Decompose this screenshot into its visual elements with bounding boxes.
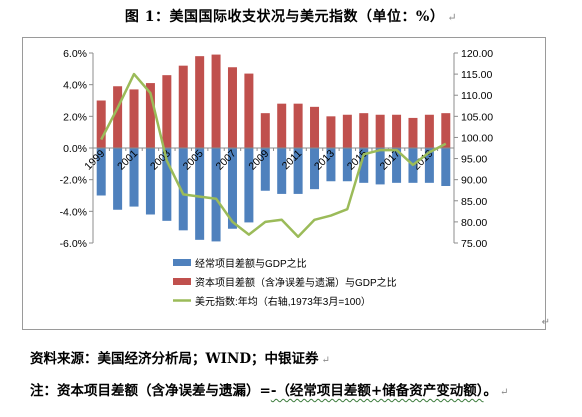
y-tick-label-right: 105.00 — [461, 111, 493, 123]
bar-current-account — [145, 148, 155, 215]
bar-capital-account — [162, 75, 172, 148]
bar-current-account — [129, 148, 139, 207]
legend-item-current-account-swatch — [173, 259, 191, 266]
y-tick-label-left: 4.0% — [63, 80, 87, 92]
y-tick-label-right: 75.00 — [461, 238, 487, 250]
bar-current-account — [293, 148, 303, 194]
footnote-text-formula: -（经常项目差额+储备资产变动额） — [270, 383, 484, 399]
bar-capital-account — [326, 116, 336, 148]
bar-current-account — [162, 148, 172, 221]
bar-capital-account — [211, 54, 221, 148]
bar-capital-account — [392, 114, 402, 148]
bar-current-account — [195, 148, 205, 240]
bar-current-account — [359, 148, 369, 183]
chart-svg: 6.0% 4.0% 2.0% 0.0% -2.0% -4.0% -6.0% 120.00 115… — [60, 48, 494, 308]
bar-current-account — [211, 148, 221, 242]
bar-capital-account — [113, 86, 123, 148]
bar-capital-account — [342, 114, 352, 148]
bar-current-account — [178, 148, 188, 231]
bar-current-account — [244, 148, 254, 223]
legend-item-current-account-label: 经常项目差额与GDP之比 — [195, 257, 307, 270]
bar-capital-account — [260, 113, 270, 148]
source-note: 资料来源：美国经济分析局；WIND；中银证券 ↵ — [30, 347, 330, 367]
bar-current-account — [326, 148, 336, 182]
bar-current-account — [113, 148, 123, 210]
bar-current-account — [342, 148, 352, 182]
legend-item-dollar-index-label: 美元指数:年均（右轴,1973年3月=100） — [195, 295, 371, 308]
y-tick-label-right: 120.00 — [461, 48, 493, 60]
y-tick-label-right: 90.00 — [461, 175, 487, 187]
bar-capital-account — [408, 117, 418, 148]
figure-title-text: 图 1：美国国际收支状况与美元指数（单位：%） — [124, 9, 445, 25]
footnote-text-lead: 注：资本项目差额（含净误差与遗漏）= — [30, 383, 271, 399]
bar-current-account — [310, 148, 320, 190]
figure-title: 图 1：美国国际收支状况与美元指数（单位：%） ↵ — [0, 6, 582, 26]
legend-item-capital-account-swatch — [173, 278, 191, 285]
bar-current-account — [260, 148, 270, 191]
bar-current-account — [392, 148, 402, 183]
y-tick-label-right: 85.00 — [461, 196, 487, 208]
bar-capital-account — [96, 100, 106, 148]
bar-capital-account — [227, 67, 237, 148]
bar-capital-account — [310, 106, 320, 148]
y-tick-label-left: 2.0% — [63, 111, 87, 123]
paragraph-mark-chart: ↵ — [541, 317, 550, 328]
footnote-text-end: 。 — [483, 383, 497, 399]
bar-capital-account — [441, 113, 451, 148]
bar-capital-account — [424, 114, 434, 148]
footnote: 注：资本项目差额（含净误差与遗漏）=-（经常项目差额+储备资产变动额）。 ↵ — [30, 379, 508, 399]
y-tick-label-left: 6.0% — [63, 48, 87, 60]
bar-current-account — [277, 148, 287, 194]
bar-capital-account — [129, 89, 139, 148]
y-tick-label-right: 100.00 — [461, 132, 493, 144]
source-text: 资料来源：美国经济分析局；WIND；中银证券 — [30, 351, 319, 367]
bar-current-account — [227, 148, 237, 229]
y-tick-label-left: -2.0% — [60, 175, 87, 187]
bar-capital-account — [244, 73, 254, 148]
y-tick-label-left: -6.0% — [60, 238, 87, 250]
y-tick-label-right: 115.00 — [461, 69, 492, 81]
y-tick-label-right: 95.00 — [461, 154, 487, 166]
bar-capital-account — [277, 103, 287, 148]
bar-current-account — [96, 148, 106, 196]
bar-capital-account — [293, 103, 303, 148]
line-dollar-index — [100, 72, 447, 238]
bar-current-account — [441, 148, 451, 186]
chart-frame: 6.0% 4.0% 2.0% 0.0% -2.0% -4.0% -6.0% 120.00 115… — [22, 37, 546, 330]
bar-capital-account — [195, 56, 205, 148]
bar-capital-account — [375, 114, 385, 148]
y-tick-label-right: 80.00 — [461, 217, 487, 229]
bar-capital-account — [178, 65, 188, 148]
bar-capital-account — [359, 113, 369, 148]
y-tick-label-right: 110.00 — [461, 90, 492, 102]
legend-item-capital-account-label: 资本项目差额（含净误差与遗漏）与GDP之比 — [195, 276, 397, 289]
paragraph-mark: ↵ — [447, 11, 458, 24]
y-tick-label-left: -4.0% — [60, 206, 87, 218]
y-tick-label-left: 0.0% — [63, 143, 87, 155]
paragraph-mark: ↵ — [321, 355, 330, 366]
paragraph-mark: ↵ — [499, 387, 509, 398]
bar-current-account — [375, 148, 385, 185]
bar-capital-account — [145, 83, 155, 148]
bar-current-account — [424, 148, 434, 183]
